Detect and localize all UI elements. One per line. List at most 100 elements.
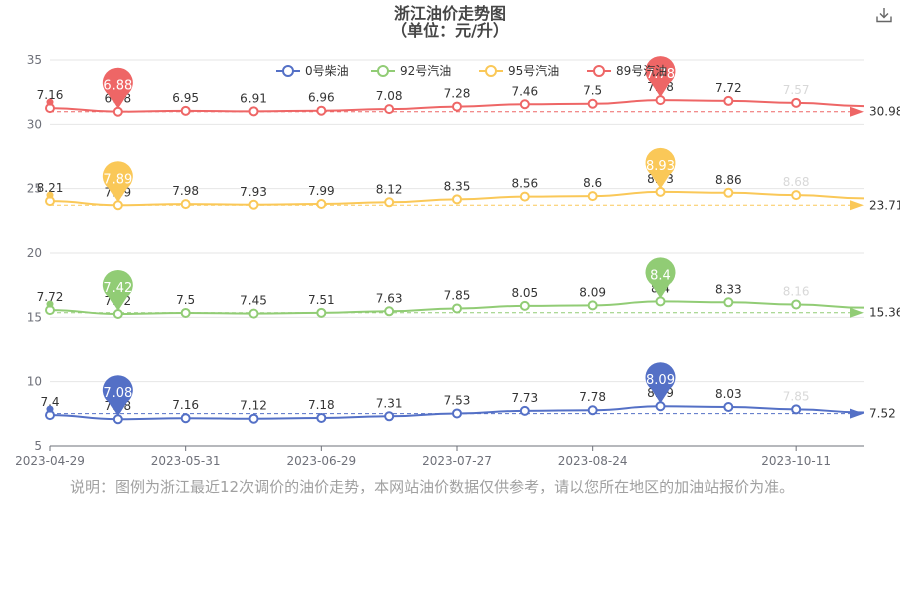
max-pin <box>645 147 676 189</box>
y-tick-label: 30 <box>27 117 42 131</box>
data-point <box>723 187 734 198</box>
x-tick-label: 2023-08-24 <box>558 454 628 468</box>
min-pin <box>102 375 133 417</box>
max-pin-label: 8.09 <box>646 373 675 388</box>
average-label: 7.52 <box>869 407 896 421</box>
min-pin-label: 7.42 <box>103 281 132 296</box>
average-arrow <box>850 200 864 211</box>
y-tick-label: 10 <box>27 375 42 389</box>
data-point <box>248 413 259 424</box>
max-pin-label: 8.93 <box>646 159 675 174</box>
data-label: 7.31 <box>376 396 403 410</box>
average-arrow <box>850 408 864 419</box>
data-label: 7.98 <box>172 184 199 198</box>
download-icon[interactable] <box>875 6 893 24</box>
data-label: 7.85 <box>444 288 471 302</box>
data-point <box>112 200 123 211</box>
data-point <box>452 303 462 314</box>
data-point <box>316 412 327 423</box>
max-pin-label: 7.78 <box>646 67 675 82</box>
data-point <box>655 186 666 197</box>
start-marker <box>46 191 54 199</box>
start-marker <box>46 405 54 413</box>
data-point <box>112 414 123 425</box>
chart-subtitle: （单位：元/升） <box>391 21 509 40</box>
data-point <box>723 402 734 413</box>
data-point <box>452 194 462 205</box>
data-point <box>587 300 598 311</box>
max-pin <box>645 257 676 299</box>
data-point <box>519 405 530 416</box>
x-tick-label: 2023-06-29 <box>286 454 356 468</box>
data-point <box>587 98 598 109</box>
data-label: 8.56 <box>511 177 538 191</box>
data-point <box>384 411 395 422</box>
average-label: 15.36 <box>869 306 900 320</box>
data-point <box>180 307 191 318</box>
x-tick-label: 2023-10-11 <box>761 454 831 468</box>
average-label: 30.98 <box>869 105 900 119</box>
data-label: 7.53 <box>444 393 471 407</box>
data-label: 8.12 <box>376 182 403 196</box>
data-point <box>519 191 530 202</box>
data-point <box>316 105 327 116</box>
min-pin-label: 7.89 <box>103 172 132 187</box>
data-label: 7.51 <box>308 293 335 307</box>
data-point <box>180 413 191 424</box>
legend-marker <box>282 65 294 77</box>
x-tick-label: 2023-04-29 <box>15 454 85 468</box>
data-point <box>384 306 395 317</box>
y-tick-label: 35 <box>27 53 42 67</box>
legend-marker <box>377 65 389 77</box>
data-label: 7.57 <box>783 83 810 97</box>
data-label: 7.16 <box>37 88 64 102</box>
data-point <box>112 308 123 319</box>
data-point <box>587 405 598 416</box>
data-label: 7.12 <box>240 399 267 413</box>
y-tick-label: 5 <box>34 439 42 453</box>
data-point <box>248 308 259 319</box>
y-tick-label: 15 <box>27 310 42 324</box>
data-point <box>316 307 327 318</box>
data-point <box>452 101 462 112</box>
data-label: 8.35 <box>444 179 471 193</box>
data-point <box>723 297 734 308</box>
data-label: 7.85 <box>783 389 810 403</box>
data-label: 8.68 <box>783 175 810 189</box>
legend-label: 89号汽油 <box>616 63 667 78</box>
data-label: 7.45 <box>240 294 267 308</box>
chart-title: 浙江油价走势图 <box>393 4 506 23</box>
data-label: 7.16 <box>172 398 199 412</box>
start-marker <box>46 98 54 106</box>
legend-label: 0号柴油 <box>305 64 349 78</box>
data-label: 7.99 <box>308 184 335 198</box>
data-point <box>791 97 802 108</box>
max-pin-label: 8.4 <box>650 268 671 283</box>
data-point <box>316 198 327 209</box>
data-label: 7.46 <box>511 84 538 98</box>
legend-marker <box>593 65 605 77</box>
data-point <box>791 190 802 201</box>
data-point <box>384 104 395 115</box>
data-point <box>655 95 666 106</box>
data-label: 7.63 <box>376 291 403 305</box>
data-label: 7.73 <box>511 391 538 405</box>
min-pin <box>102 269 133 311</box>
data-label: 8.16 <box>783 284 810 298</box>
legend-label: 92号汽油 <box>400 63 451 78</box>
data-label: 6.95 <box>172 91 199 105</box>
chart-note: 说明：图例为浙江最近12次调价的油价走势，本网站油价数据仅供参考，请以您所在地区… <box>70 478 795 496</box>
data-point <box>723 95 734 106</box>
average-arrow <box>850 106 864 117</box>
data-label: 6.96 <box>308 91 335 105</box>
data-label: 8.86 <box>715 173 742 187</box>
start-marker <box>46 300 54 308</box>
data-point <box>791 404 802 415</box>
x-tick-label: 2023-05-31 <box>151 454 221 468</box>
data-point <box>384 197 395 208</box>
data-point <box>519 99 530 110</box>
average-arrow <box>850 307 864 318</box>
legend-label: 95号汽油 <box>508 63 559 78</box>
data-label: 8.33 <box>715 282 742 296</box>
